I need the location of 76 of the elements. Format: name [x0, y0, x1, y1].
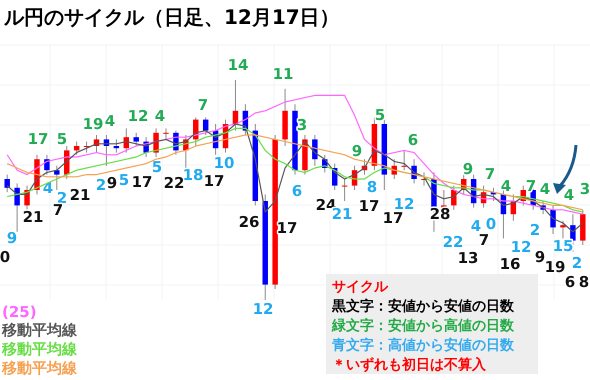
annotation: 22 [442, 233, 464, 251]
candlestick [4, 174, 10, 193]
annotation: 0 [0, 248, 10, 266]
annotation: 19 [82, 115, 104, 133]
annotation: 11 [272, 65, 294, 83]
annotation: 5 [152, 158, 162, 176]
annotation: 19 [544, 258, 566, 276]
annotation: サイクル [332, 279, 389, 295]
annotation: 7 [198, 96, 208, 114]
annotation: 12 [252, 300, 274, 318]
candlestick [114, 138, 120, 154]
text: (25) [2, 303, 37, 321]
annotation: 0 [486, 215, 496, 233]
annotation: 7 [526, 177, 536, 195]
annotation: 7 [478, 231, 490, 249]
annotation: 9 [106, 174, 118, 192]
candlestick [560, 220, 566, 239]
annotation: 5 [56, 130, 68, 148]
annotation: 6 [408, 131, 418, 149]
annotation: 4 [540, 180, 550, 198]
candlestick [84, 141, 90, 154]
annotation: 26 [238, 213, 260, 231]
annotation: 4 [564, 186, 574, 204]
candlestick [401, 150, 407, 171]
candlestick [74, 141, 80, 156]
annotation: 2 [96, 176, 106, 194]
annotation: 9 [352, 142, 362, 160]
annotation: 9 [462, 160, 474, 178]
text: ＊いずれも初日は不算入 [332, 356, 487, 373]
annotation: 5 [374, 106, 386, 124]
annotation: 4 [104, 112, 116, 130]
annotation: 17 [358, 197, 380, 215]
annotation: 4 [500, 177, 512, 195]
annotation: 9 [534, 248, 546, 266]
annotation: 28 [430, 205, 450, 223]
candlestick [232, 80, 238, 132]
text: 青文字：高値から安値の日数 [331, 336, 515, 354]
candlestick [202, 116, 208, 136]
annotation: 17 [276, 219, 298, 237]
annotation: 2 [530, 221, 540, 239]
annotation: 5 [118, 171, 130, 189]
annotation: 8 [578, 273, 590, 291]
text: 緑文字：安値から高値の日数 [331, 317, 515, 334]
candlestick [133, 132, 139, 146]
annotation: 12 [510, 238, 532, 256]
text: 14 [228, 56, 248, 74]
candlestick [163, 128, 169, 140]
annotation: 13 [458, 249, 478, 267]
annotation: 4 [470, 217, 482, 235]
annotation: 2 [572, 254, 582, 272]
text: 移動平均線 [1, 340, 78, 358]
annotation: 6 [292, 182, 302, 200]
annotation: 6 [564, 273, 576, 291]
annotation: 15 [552, 237, 574, 255]
annotation: 3 [296, 116, 308, 134]
annotation: 8 [366, 178, 378, 196]
annotation: 12 [128, 107, 148, 125]
annotation: 18 [182, 166, 204, 184]
candlestick [550, 204, 556, 234]
annotation: 黒文字：安値から安値の日数 [331, 298, 515, 314]
chart-title: ル円のサイクル（日足、12月17日） [3, 5, 340, 29]
annotation: 7 [484, 165, 496, 183]
annotation: 17 [28, 130, 48, 148]
annotation: 21 [70, 186, 90, 204]
annotation: 9 [6, 229, 18, 247]
annotation: 3 [580, 180, 590, 198]
annotation: 21 [22, 208, 44, 226]
text: 移動平均線 [1, 321, 78, 339]
annotation: 16 [500, 255, 520, 273]
annotation: 10 [214, 154, 234, 172]
text: 移動平均線 [1, 359, 78, 377]
annotation: 22 [164, 174, 184, 192]
annotation: 4 [154, 107, 166, 125]
annotation: 17 [204, 172, 224, 190]
annotation: 17 [132, 173, 152, 191]
candlestick [342, 178, 348, 202]
